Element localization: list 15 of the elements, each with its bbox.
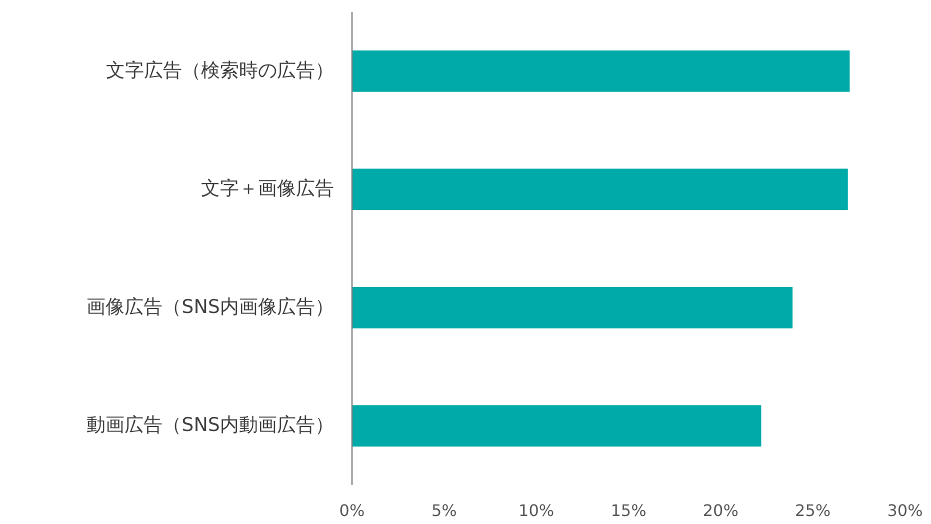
x-tick-label: 10% xyxy=(518,501,554,520)
x-tick-label: 5% xyxy=(431,501,457,520)
y-tick-label: 文字広告（検索時の広告） xyxy=(106,59,334,82)
bar xyxy=(352,50,850,92)
y-tick-label: 画像広告（SNS内画像広告） xyxy=(86,296,334,318)
x-tick-label: 0% xyxy=(339,501,365,520)
bar xyxy=(352,286,793,328)
y-tick-label: 文字＋画像広告 xyxy=(201,178,334,200)
bar xyxy=(352,168,848,210)
x-tick-label: 15% xyxy=(610,501,646,520)
x-tick-label: 30% xyxy=(887,501,923,520)
x-tick-label: 25% xyxy=(795,501,831,520)
y-tick-label: 動画広告（SNS内動画広告） xyxy=(86,414,334,436)
x-tick-label: 20% xyxy=(702,501,738,520)
bar xyxy=(352,405,762,447)
